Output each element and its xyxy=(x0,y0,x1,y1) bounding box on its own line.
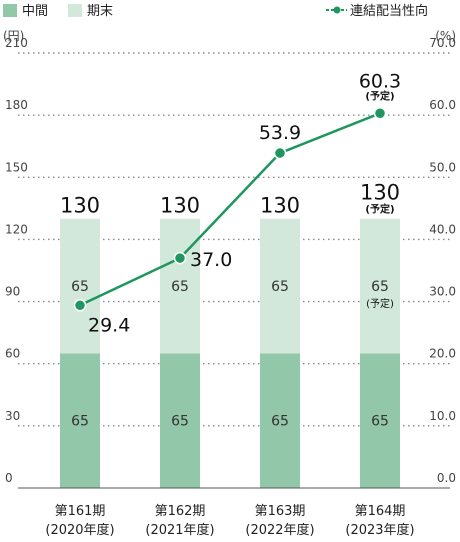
payout-line-path xyxy=(79,112,381,307)
right-tick-label: 70.0 xyxy=(429,36,456,50)
bar-interim-label: 65 xyxy=(271,414,289,430)
legend-label-final: 期末 xyxy=(87,4,113,19)
legend-swatch-final xyxy=(68,4,82,17)
bar-interim-label: 65 xyxy=(171,414,189,430)
bar-total-note: (予定) xyxy=(365,203,394,216)
right-axis-unit: (%) xyxy=(435,29,456,43)
bars xyxy=(60,218,400,488)
payout-point xyxy=(273,146,287,160)
right-tick-label: 60.0 xyxy=(429,98,456,112)
left-axis-unit: (円) xyxy=(3,29,24,43)
right-tick-label: 0.0 xyxy=(437,471,456,485)
labels: 65 65 130 第161期 (2020年度) 65 65 130 第162期 (2021年度)… xyxy=(45,70,414,538)
bar-interim xyxy=(160,353,200,488)
payout-point xyxy=(173,251,187,265)
category-sublabel: (2023年度) xyxy=(345,522,414,538)
bar-final-label: 65 xyxy=(271,279,289,295)
bar-final xyxy=(60,218,100,354)
legend-swatch-interim xyxy=(3,4,17,17)
bar-interim-label: 65 xyxy=(371,414,389,430)
bar-final xyxy=(260,218,300,354)
payout-point-label: 60.3 xyxy=(359,70,401,92)
left-tick-label: 0 xyxy=(5,471,13,485)
payout-point xyxy=(373,107,387,120)
legend-label-interim: 中間 xyxy=(22,4,48,19)
payout-point-label: 37.0 xyxy=(190,249,232,271)
bar-interim xyxy=(260,353,300,488)
left-tick-label: 60 xyxy=(5,347,20,361)
left-tick-label: 180 xyxy=(5,98,28,112)
category-label: 第164期 xyxy=(355,504,406,519)
axes: 0 0.0 30 10.0 60 20.0 90 30.0 120 40.0 150 50.0 180 6… xyxy=(5,36,456,489)
right-tick-label: 10.0 xyxy=(429,409,456,423)
legend-marker xyxy=(333,6,341,14)
left-tick-label: 30 xyxy=(5,409,20,423)
bar-interim xyxy=(60,353,100,488)
payout-line xyxy=(73,107,387,312)
payout-point-label: 29.4 xyxy=(88,314,130,336)
bar-total-label: 130 xyxy=(360,181,400,205)
payout-point xyxy=(73,299,87,312)
bar-total-label: 130 xyxy=(60,194,100,218)
right-tick-label: 30.0 xyxy=(429,285,456,299)
bar-final xyxy=(160,218,200,354)
bar-total-label: 130 xyxy=(260,194,300,218)
left-tick-label: 210 xyxy=(5,36,28,50)
legend-label-payout: 連結配当性向 xyxy=(350,3,428,19)
bar-final-label: 65 xyxy=(71,279,89,295)
payout-point-label: 53.9 xyxy=(259,122,301,144)
category-label: 第162期 xyxy=(155,504,206,519)
bar-interim-label: 65 xyxy=(71,414,89,430)
bar-total-label: 130 xyxy=(160,194,200,218)
left-tick-label: 150 xyxy=(5,160,28,174)
category-label: 第161期 xyxy=(55,504,106,519)
bar-final-label: 65 xyxy=(371,279,389,295)
bar-interim xyxy=(360,353,400,488)
category-label: 第163期 xyxy=(255,504,306,519)
right-tick-label: 40.0 xyxy=(429,222,456,236)
category-sublabel: (2022年度) xyxy=(245,522,314,538)
category-sublabel: (2021年度) xyxy=(145,522,214,538)
bar-final xyxy=(360,218,400,354)
left-tick-label: 90 xyxy=(5,285,20,299)
bar-final-note: (予定) xyxy=(366,297,394,310)
right-tick-label: 50.0 xyxy=(429,160,456,174)
left-tick-label: 120 xyxy=(5,222,28,236)
legend: 中間 期末 連結配当性向 xyxy=(3,3,428,19)
payout-point-note: (予定) xyxy=(365,89,394,102)
bar-final-label: 65 xyxy=(171,279,189,295)
category-sublabel: (2020年度) xyxy=(45,522,114,538)
right-tick-label: 20.0 xyxy=(429,347,456,361)
